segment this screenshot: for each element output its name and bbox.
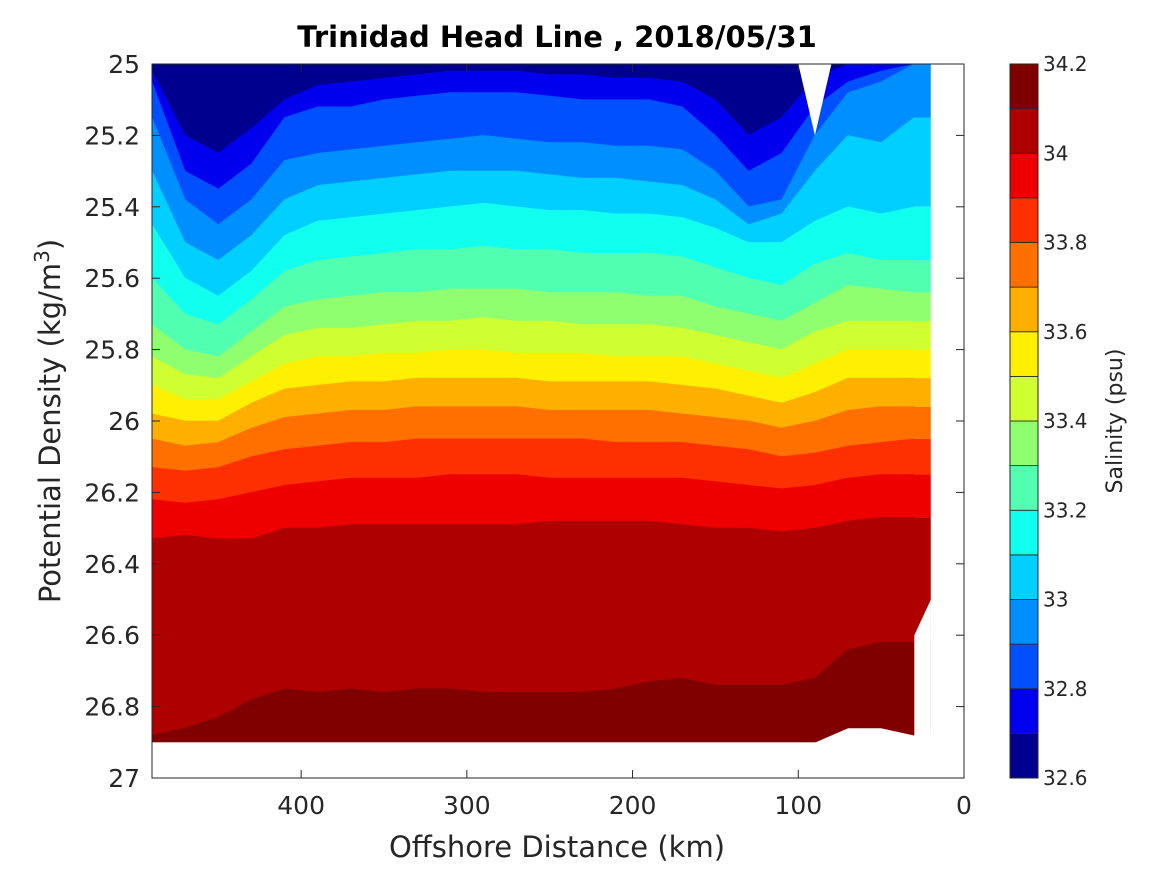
- y-axis-label-tail: ): [33, 239, 67, 250]
- contour-edge-9: [914, 349, 931, 379]
- contour-edge-3: [914, 64, 931, 118]
- colorbar-swatch: [1009, 643, 1039, 690]
- x-tick-label: 0: [956, 791, 972, 820]
- y-tick-label: 25.6: [84, 264, 140, 293]
- colorbar: 32.6 32.8 33 33.2 33.4 33.6 33.8 34 34.2: [1009, 52, 1088, 790]
- x-axis: 400 300 200 100 0: [277, 64, 972, 820]
- coast-gap: [914, 599, 931, 761]
- contour-edge-12: [914, 438, 931, 475]
- y-axis: 25 25.2 25.4 25.6 25.8 26 26.2 26.4 26.6 26.8 27: [84, 50, 964, 793]
- y-tick-label: 26.2: [84, 478, 140, 507]
- below-data-region: [152, 742, 964, 778]
- colorbar-swatch: [1009, 509, 1039, 556]
- y-axis-label: Potential Density (kg/m3): [30, 239, 67, 603]
- y-tick-label: 25.4: [84, 193, 140, 222]
- colorbar-tick-label: 33.8: [1043, 231, 1088, 255]
- colorbar-tick-label: 34: [1043, 141, 1068, 165]
- colorbar-swatch: [1009, 465, 1039, 511]
- colorbar-label: Salinity (psu): [1103, 349, 1128, 494]
- colorbar-swatch: [1009, 732, 1039, 779]
- chart-title: Trinidad Head Line , 2018/05/31: [297, 20, 817, 54]
- colorbar-tick-label: 34.2: [1043, 52, 1088, 76]
- colorbar-tick-label: 33: [1043, 588, 1068, 612]
- colorbar-swatch: [1009, 286, 1039, 333]
- colorbar-tick-label: 32.8: [1043, 677, 1088, 701]
- contour-edge-5: [914, 206, 931, 261]
- colorbar-tick-label: 32.6: [1043, 766, 1088, 790]
- x-tick-label: 400: [277, 791, 325, 820]
- contour-edge-7: [914, 292, 931, 322]
- colorbar-swatch: [1009, 63, 1039, 110]
- y-tick-label: 25.8: [84, 336, 140, 365]
- y-tick-label: 26.8: [84, 693, 140, 722]
- contour-edge-6: [914, 260, 931, 293]
- colorbar-tick-label: 33.2: [1043, 498, 1088, 522]
- y-tick-label: 27: [108, 764, 140, 793]
- x-tick-label: 300: [443, 791, 491, 820]
- colorbar-tick-label: 33.6: [1043, 320, 1088, 344]
- plot-area: [151, 63, 964, 778]
- contour-edge-10: [914, 378, 931, 407]
- contour-edge-13: [914, 474, 931, 518]
- y-tick-label: 25: [108, 50, 140, 79]
- colorbar-frame: [1009, 63, 1039, 779]
- colorbar-swatch: [1009, 331, 1039, 377]
- y-tick-label: 26.4: [84, 550, 140, 579]
- y-tick-label: 26.6: [84, 621, 140, 650]
- no-data-gap-0: [798, 64, 832, 136]
- x-tick-label: 100: [774, 791, 822, 820]
- colorbar-tick-label: 33.4: [1043, 409, 1088, 433]
- contour-edge-11: [914, 406, 931, 439]
- y-axis-label-main: Potential Density (kg/m: [33, 263, 67, 603]
- colorbar-swatch: [1009, 108, 1039, 154]
- x-axis-label: Offshore Distance (km): [389, 830, 725, 864]
- colorbar-swatch: [1009, 688, 1039, 734]
- x-tick-label: 200: [609, 791, 657, 820]
- colorbar-swatch: [1009, 554, 1039, 600]
- colorbar-swatch: [1009, 197, 1039, 243]
- y-tick-label: 26: [108, 407, 140, 436]
- colorbar-swatch: [1009, 599, 1039, 645]
- contour-edge-4: [914, 117, 931, 207]
- colorbar-swatch: [1009, 152, 1039, 199]
- y-tick-label: 25.2: [84, 121, 140, 150]
- colorbar-swatch: [1009, 375, 1039, 422]
- contour-edge-8: [914, 321, 931, 350]
- colorbar-swatch: [1009, 420, 1039, 467]
- y-axis-label-superscript: 3: [30, 250, 54, 263]
- colorbar-swatch: [1009, 242, 1039, 288]
